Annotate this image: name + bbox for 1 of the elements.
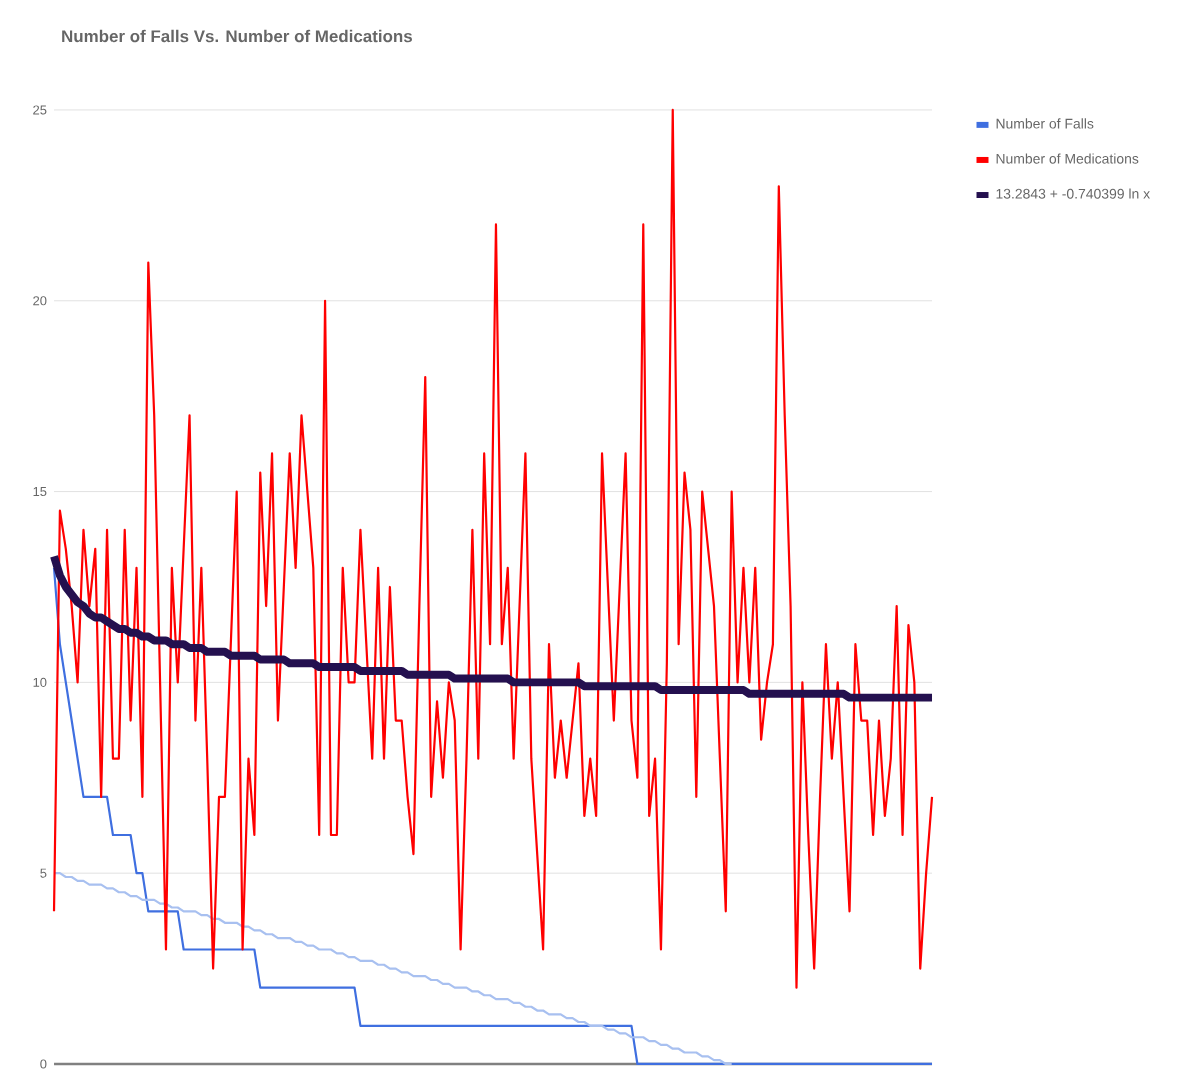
chart-title: Number of Falls Vs. Number of Medications (62, 29, 412, 43)
